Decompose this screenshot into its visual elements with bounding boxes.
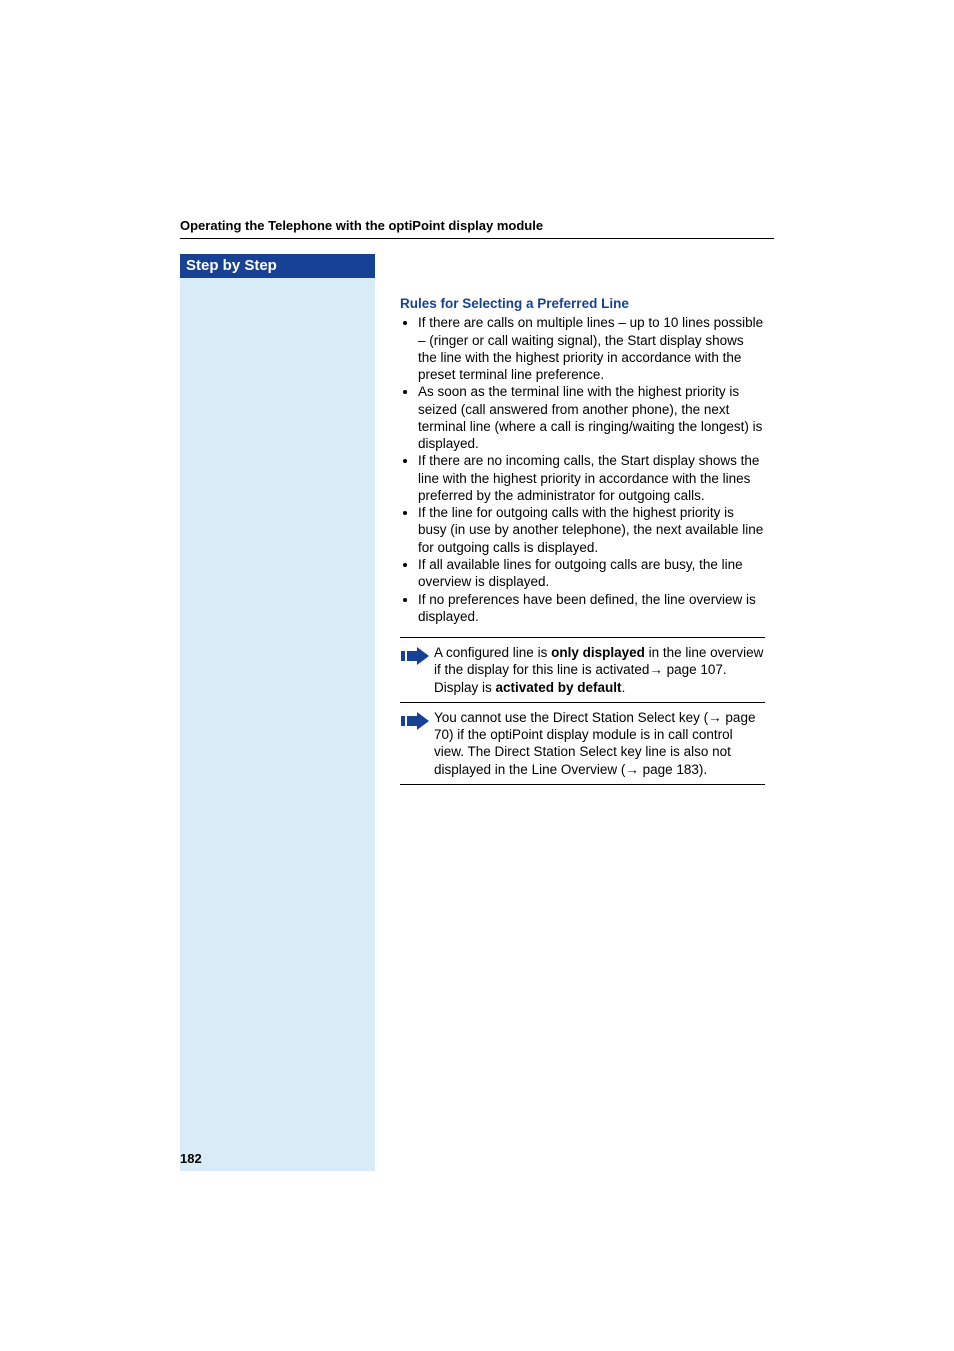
note-arrow-icon <box>400 644 430 666</box>
note-arrow-icon <box>400 709 430 731</box>
list-item: If there are calls on multiple lines – u… <box>418 314 765 383</box>
note-block: You cannot use the Direct Station Select… <box>400 703 765 785</box>
note-text-span: A configured line is <box>434 645 551 660</box>
list-item: If there are no incoming calls, the Star… <box>418 452 765 504</box>
note-text-span: You cannot use the Direct Station Select… <box>434 710 708 725</box>
note-text-span: . <box>622 680 626 695</box>
xref-arrow-icon: → <box>625 762 639 777</box>
note-bold: only displayed <box>551 645 645 660</box>
subheading: Rules for Selecting a Preferred Line <box>400 295 765 312</box>
note-text: A configured line is only displayed in t… <box>434 644 765 696</box>
xref-arrow-icon: → <box>649 662 663 677</box>
page: Operating the Telephone with the optiPoi… <box>0 0 954 1351</box>
xref-arrow-icon: → <box>708 710 722 725</box>
note-text-span: page 183). <box>639 762 707 777</box>
list-item: If the line for outgoing calls with the … <box>418 504 765 556</box>
note-bold: activated by default <box>496 680 622 695</box>
list-item: If no preferences have been defined, the… <box>418 591 765 626</box>
note-block: A configured line is only displayed in t… <box>400 637 765 703</box>
note-text: You cannot use the Direct Station Select… <box>434 709 765 778</box>
header-rule <box>180 238 774 239</box>
running-head: Operating the Telephone with the optiPoi… <box>180 218 774 233</box>
list-item: As soon as the terminal line with the hi… <box>418 383 765 452</box>
bullet-list: If there are calls on multiple lines – u… <box>400 314 765 625</box>
content-area: Rules for Selecting a Preferred Line If … <box>400 295 765 785</box>
sidebar-column <box>180 278 375 1171</box>
page-number: 182 <box>180 1151 202 1166</box>
sidebar-label: Step by Step <box>180 254 375 278</box>
list-item: If all available lines for outgoing call… <box>418 556 765 591</box>
